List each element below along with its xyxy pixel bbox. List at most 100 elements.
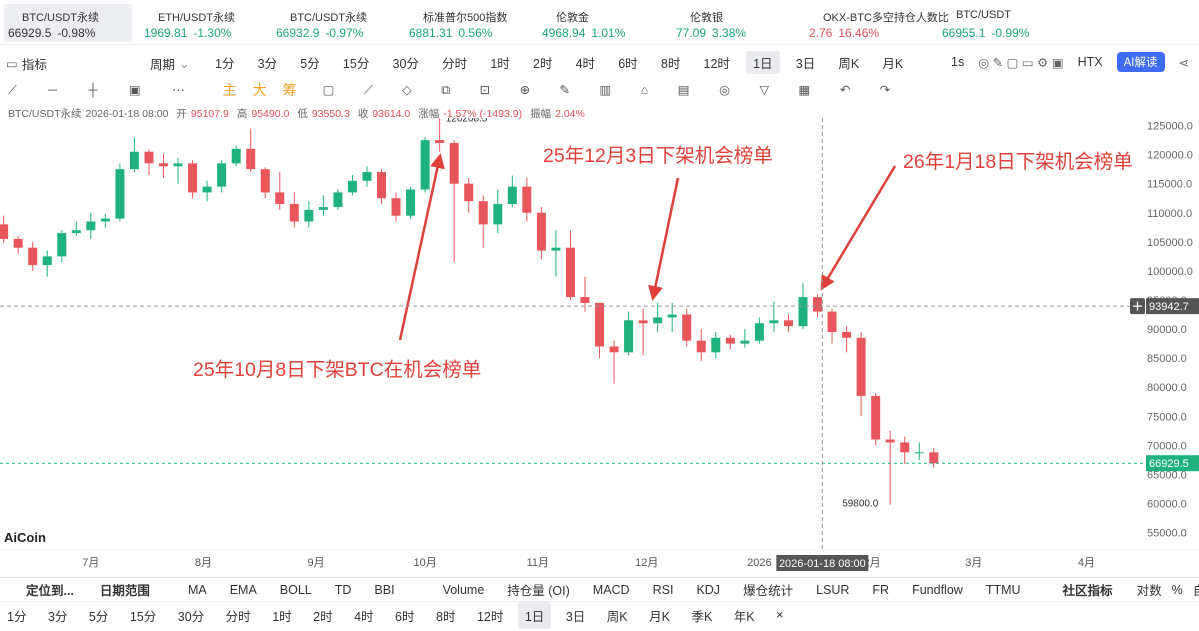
- candle-body: [188, 163, 198, 193]
- interval-button[interactable]: 3分: [257, 56, 278, 71]
- ticker[interactable]: BTC/USDT永续 66932.9 -0.97%: [272, 4, 400, 42]
- date-range-button[interactable]: 日期范围: [99, 584, 150, 598]
- candle-body: [827, 311, 837, 332]
- interval-button[interactable]: 8时: [660, 56, 681, 71]
- ticker[interactable]: 伦敦银 77.09 3.38%: [672, 4, 800, 42]
- interval-button[interactable]: 6时: [618, 56, 638, 71]
- interval-button[interactable]: 周K: [606, 609, 628, 624]
- crosshair-price-box: [1146, 298, 1199, 315]
- exchange-select[interactable]: HTX: [1077, 55, 1103, 69]
- interval-button[interactable]: 3日: [565, 609, 586, 624]
- interval-button[interactable]: 分时: [225, 609, 251, 624]
- indicator-button[interactable]: BBI: [374, 582, 395, 597]
- locate-button[interactable]: 定位到...: [26, 584, 74, 598]
- candle-body: [362, 172, 372, 181]
- interval-button[interactable]: 1日: [517, 601, 552, 629]
- y-tick-label: 65000.0: [1147, 469, 1187, 481]
- interval-button[interactable]: 1时: [272, 609, 292, 624]
- indicator-button[interactable]: Volume: [442, 582, 485, 597]
- chip[interactable]: 大: [252, 82, 267, 98]
- interval-button[interactable]: 15分: [129, 609, 157, 624]
- interval-button[interactable]: 12时: [476, 609, 504, 624]
- interval-button[interactable]: 8时: [436, 609, 456, 624]
- interval-button[interactable]: 6时: [395, 609, 415, 624]
- candle-body: [667, 314, 677, 318]
- y-tick-label: 120000.0: [1147, 150, 1193, 162]
- interval-button[interactable]: 3分: [47, 609, 68, 624]
- ticker[interactable]: OKX-BTC多空持仓人数比 2.76 16.46%: [805, 4, 949, 42]
- crosshair-time-box: [776, 555, 869, 571]
- interval-button[interactable]: 月K: [649, 609, 670, 624]
- interval-button[interactable]: 5分: [88, 609, 109, 624]
- ai-button[interactable]: AI解读: [1116, 52, 1165, 72]
- candle-body: [507, 186, 517, 205]
- interval-button[interactable]: 3日: [795, 56, 816, 71]
- x-tick-label: 7月: [82, 557, 99, 569]
- interval-button[interactable]: 30分: [392, 56, 419, 71]
- interval-button[interactable]: 30分: [177, 609, 205, 624]
- indicator-button[interactable]: MACD: [592, 582, 630, 597]
- candle-body: [420, 140, 430, 190]
- chip[interactable]: 主: [222, 82, 237, 98]
- candle-body: [289, 204, 299, 222]
- interval-button[interactable]: 季K: [691, 609, 713, 624]
- candle-body: [318, 206, 328, 210]
- indicator-button[interactable]: LSUR: [816, 582, 850, 597]
- y-tick-label: 85000.0: [1147, 353, 1187, 365]
- option-button[interactable]: 自动: [1192, 584, 1199, 598]
- indicator-button[interactable]: TD: [334, 582, 352, 597]
- ticker-quote: 1969.81 -1.30%: [144, 26, 231, 40]
- bottom-toolbar: 定位到... 日期范围 MA EMA BOLL TD BBI Volume 持仓量 (OI) MA…: [0, 577, 1199, 601]
- indicator-button[interactable]: 爆仓统计: [743, 584, 794, 598]
- ticker[interactable]: BTC/USDT 66955.1 -0.99%: [938, 4, 1066, 42]
- indicator-button[interactable]: TTMU: [985, 582, 1021, 597]
- candle-body: [638, 320, 648, 324]
- indicator-button[interactable]: Fundflow: [912, 582, 963, 597]
- interval-button[interactable]: 5分: [300, 56, 320, 71]
- chip[interactable]: 筹: [282, 82, 297, 98]
- ticker[interactable]: 伦敦金 4968.94 1.01%: [538, 4, 666, 42]
- candle-body: [260, 169, 270, 193]
- interval-button[interactable]: 月K: [882, 56, 904, 71]
- interval-button[interactable]: 12时: [703, 56, 730, 71]
- interval-button[interactable]: 1时: [490, 56, 510, 71]
- interval-list: 1分 3分 5分 15分 30分 分时 1时 2时 4时 6时 8时 12时 1日 3日 周K 月K: [208, 50, 919, 74]
- interval-button[interactable]: 4时: [354, 609, 374, 624]
- interval-button[interactable]: 周K: [838, 56, 860, 71]
- indicator-button[interactable]: BOLL: [279, 582, 312, 597]
- period-button[interactable]: 周期 ⌄: [150, 54, 190, 73]
- indicator-button[interactable]: KDJ: [696, 582, 721, 597]
- candle-body: [449, 143, 459, 184]
- indicator-button[interactable]: EMA: [229, 582, 257, 597]
- interval-button[interactable]: 1分: [215, 56, 235, 71]
- option-button[interactable]: 对数: [1136, 584, 1162, 598]
- interval-button[interactable]: 2时: [532, 56, 553, 71]
- ticker[interactable]: 标准普尔500指数 6881.31 0.56%: [405, 4, 533, 42]
- interval-button[interactable]: 4时: [575, 56, 596, 71]
- annotation: 25年12月3日下架机会榜单: [543, 145, 773, 167]
- community-button[interactable]: 社区指标: [1062, 584, 1113, 598]
- indicator-button[interactable]: RSI: [652, 582, 674, 597]
- ticker[interactable]: ETH/USDT永续 1969.81 -1.30%: [140, 4, 268, 42]
- candle-body: [871, 395, 881, 440]
- indicator-button[interactable]: 持仓量 (OI): [507, 584, 570, 598]
- interval-button[interactable]: 1分: [7, 609, 27, 624]
- candle-body: [333, 192, 343, 207]
- ticker-price: 66929.5: [8, 26, 52, 40]
- interval-button[interactable]: 1日: [746, 50, 780, 74]
- interval-button[interactable]: 年K: [733, 609, 755, 624]
- ticker-quote: 66929.5 -0.98%: [8, 26, 95, 40]
- interval-button[interactable]: 分时: [442, 56, 468, 71]
- last-price-label: 66929.5: [1149, 458, 1189, 470]
- seconds-button[interactable]: 1s: [951, 55, 965, 69]
- indicator-button[interactable]: FR: [872, 582, 890, 597]
- interval-button[interactable]: 15分: [342, 56, 370, 71]
- indicator-button[interactable]: ▭ 指标: [6, 54, 47, 73]
- interval-button[interactable]: 2时: [313, 609, 333, 624]
- candle-body: [769, 320, 779, 324]
- interval-button[interactable]: ×: [776, 608, 784, 622]
- indicator-button[interactable]: MA: [187, 582, 207, 597]
- option-button[interactable]: %: [1171, 582, 1183, 597]
- ticker[interactable]: BTC/USDT永续 66929.5 -0.98%: [4, 4, 132, 42]
- candle-body: [42, 256, 52, 266]
